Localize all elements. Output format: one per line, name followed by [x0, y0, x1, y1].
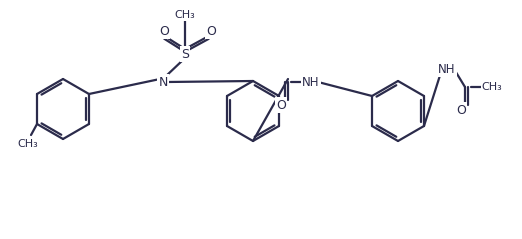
Text: O: O: [206, 25, 216, 38]
Text: NH: NH: [438, 63, 456, 76]
Text: O: O: [159, 25, 169, 38]
Text: CH₃: CH₃: [482, 82, 502, 92]
Text: S: S: [181, 48, 189, 60]
Text: O: O: [276, 98, 286, 112]
Text: NH: NH: [302, 76, 320, 88]
Text: N: N: [158, 76, 168, 88]
Text: CH₃: CH₃: [18, 139, 39, 149]
Text: CH₃: CH₃: [175, 10, 195, 20]
Text: O: O: [456, 103, 466, 116]
